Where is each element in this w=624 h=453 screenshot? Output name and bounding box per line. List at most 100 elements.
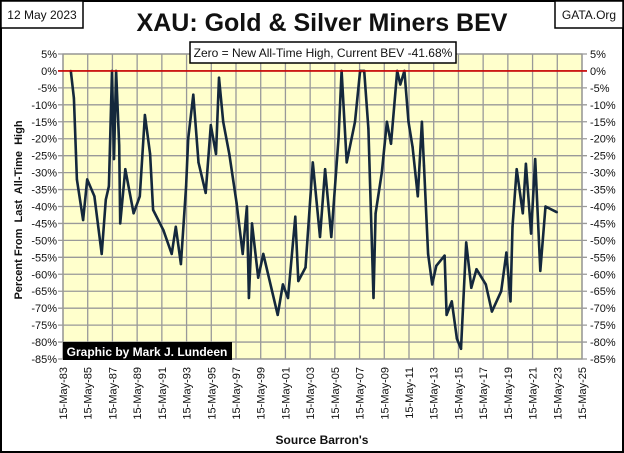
- x-tick-label: 15-May-87: [107, 367, 119, 420]
- data-point: [118, 222, 122, 225]
- y-tick-label-right: -30%: [590, 168, 616, 180]
- data-point: [372, 296, 375, 300]
- y-tick-label-left: -50%: [31, 235, 57, 247]
- data-point: [297, 279, 300, 283]
- data-point: [411, 145, 414, 149]
- data-point: [459, 347, 463, 351]
- data-point: [484, 283, 487, 286]
- data-point: [81, 218, 85, 222]
- date-label: 12 May 2023: [7, 8, 77, 22]
- data-point: [112, 157, 116, 161]
- data-point: [228, 152, 231, 156]
- y-tick-label-left: -30%: [31, 168, 57, 180]
- y-tick-label-right: -20%: [590, 134, 616, 146]
- data-point: [389, 142, 393, 146]
- data-point: [151, 208, 155, 212]
- data-point: [241, 252, 244, 256]
- y-tick-label-right: -65%: [590, 286, 616, 298]
- y-tick-label-right: -80%: [590, 337, 616, 349]
- data-point: [337, 137, 340, 140]
- y-tick-label-left: -20%: [31, 134, 57, 146]
- y-tick-label-right: -10%: [590, 100, 616, 112]
- y-tick-label-right: -75%: [590, 320, 616, 332]
- data-point: [544, 205, 547, 208]
- data-point: [221, 120, 225, 123]
- data-point: [276, 313, 279, 317]
- axes: 5% 5% 0% 0% -5% -5% -10% -10% -15% -15% -20% -20% -2…: [31, 49, 616, 420]
- y-tick-label-right: 0%: [590, 66, 606, 78]
- y-tick-label-left: -45%: [31, 218, 57, 230]
- x-tick-label: 15-May-91: [157, 367, 169, 420]
- y-tick-label-left: -80%: [31, 337, 57, 349]
- data-point: [124, 168, 127, 171]
- y-tick-label-left: -40%: [31, 202, 57, 214]
- y-tick-label-right: -70%: [590, 303, 616, 315]
- data-point: [247, 296, 251, 300]
- data-point: [345, 161, 348, 164]
- x-tick-label: 15-May-89: [132, 367, 144, 420]
- data-point: [521, 212, 525, 215]
- data-point: [304, 266, 307, 269]
- data-point: [426, 252, 430, 256]
- y-tick-label-right: -45%: [590, 218, 616, 230]
- data-point: [217, 76, 221, 79]
- x-axis-label: Source Barron's: [276, 433, 369, 447]
- data-point: [367, 127, 370, 130]
- data-point: [72, 96, 76, 100]
- data-point: [475, 267, 478, 271]
- site-box: [554, 0, 624, 29]
- data-point: [431, 283, 434, 286]
- data-point: [256, 276, 260, 279]
- data-point: [511, 225, 514, 229]
- data-point: [117, 144, 121, 147]
- data-point: [435, 264, 438, 268]
- data-point: [93, 195, 96, 198]
- x-tick-label: 15-May-99: [256, 367, 268, 420]
- x-tick-label: 15-May-25: [577, 367, 589, 420]
- y-tick-label-right: -35%: [590, 185, 616, 197]
- data-point: [162, 229, 165, 232]
- y-tick-label-left: -25%: [31, 151, 57, 163]
- x-tick-label: 15-May-19: [503, 367, 515, 420]
- data-point: [250, 222, 254, 225]
- data-point: [470, 286, 473, 290]
- data-point: [380, 171, 383, 174]
- data-point: [75, 178, 79, 181]
- data-point: [416, 195, 419, 198]
- x-tick-label: 15-May-13: [429, 367, 441, 420]
- x-tick-label: 15-May-07: [355, 367, 367, 420]
- x-tick-label: 15-May-01: [280, 367, 292, 420]
- site-label: GATA.Org: [562, 8, 616, 22]
- data-point: [132, 212, 135, 215]
- x-tick-label: 15-May-21: [528, 367, 540, 420]
- data-point: [464, 241, 468, 244]
- y-axis-label: Percent From Last All-Time High: [13, 120, 25, 299]
- data-point: [184, 184, 188, 188]
- data-point: [420, 120, 424, 123]
- y-tick-label-right: -40%: [590, 202, 616, 214]
- data-point: [323, 168, 327, 171]
- y-tick-label-left: -35%: [31, 185, 57, 197]
- x-tick-label: 15-May-93: [182, 367, 194, 420]
- data-point: [529, 232, 533, 235]
- data-point: [539, 269, 542, 273]
- data-point: [148, 152, 152, 156]
- data-point: [143, 113, 147, 117]
- data-point: [294, 215, 297, 218]
- data-point: [555, 210, 559, 214]
- y-tick-label-left: 5%: [41, 49, 57, 61]
- x-tick-label: 15-May-05: [330, 367, 342, 420]
- x-tick-label: 15-May-17: [478, 367, 490, 420]
- subtitle: Zero = New All-Time High, Current BEV -4…: [194, 46, 453, 60]
- y-tick-label-left: -60%: [31, 269, 57, 281]
- data-point: [74, 151, 78, 154]
- y-tick-label-left: -65%: [31, 286, 57, 298]
- x-tick-label: 15-May-85: [83, 367, 95, 420]
- data-point: [311, 161, 314, 164]
- y-tick-label-left: 0%: [41, 66, 57, 78]
- data-point: [286, 296, 290, 300]
- subtitle-box: [189, 41, 457, 64]
- data-point: [500, 290, 503, 293]
- data-point: [107, 184, 111, 188]
- data-point: [214, 152, 218, 156]
